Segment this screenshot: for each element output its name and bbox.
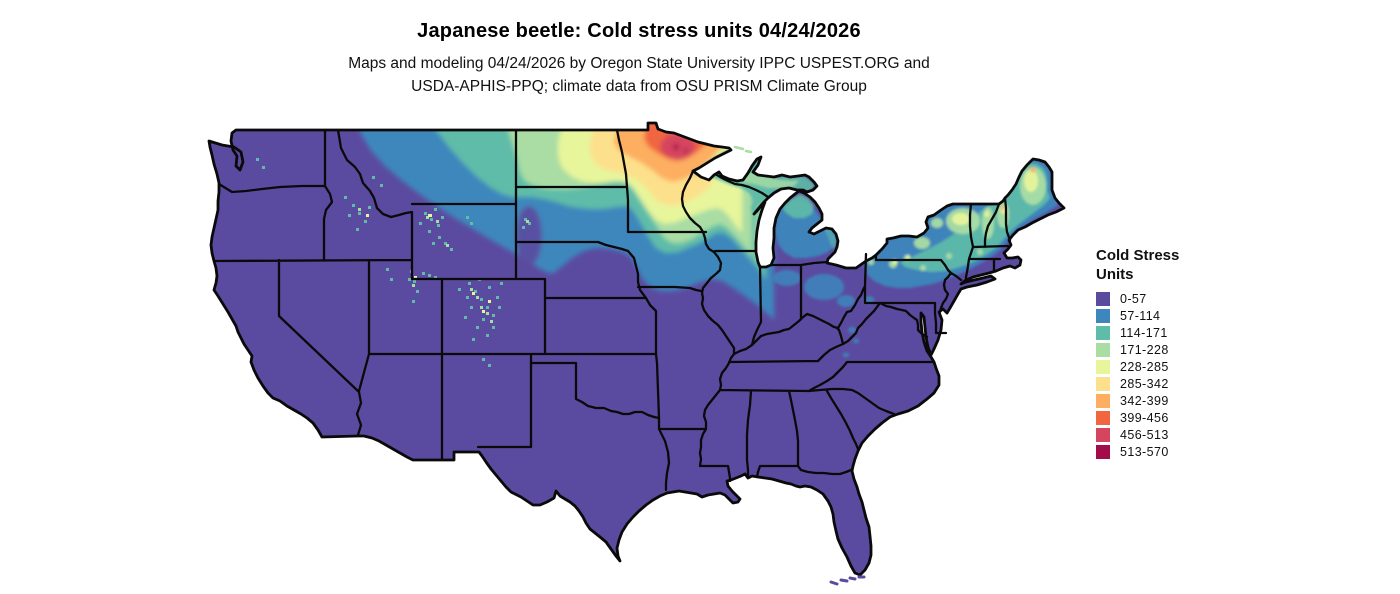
upper-peninsula-green [735,172,799,188]
legend-item: 456-513 [1096,426,1236,443]
legend-item: 57-114 [1096,307,1236,324]
legend-swatch [1096,444,1110,459]
page-title: Japanese beetle: Cold stress units 04/24… [417,20,861,42]
mountain-speckles-yellow [366,214,491,313]
legend-item-label: 456-513 [1120,427,1169,442]
legend-item-label: 228-285 [1120,359,1169,374]
header: Japanese beetle: Cold stress units 04/24… [0,0,1278,98]
legend-item: 228-285 [1096,358,1236,375]
legend-items: 0-57 57-114 114-171 171-228 228-285 285-… [1096,290,1236,460]
page-subtitle: Maps and modeling 04/24/2026 by Oregon S… [0,52,1278,98]
legend-item-label: 399-456 [1120,410,1169,425]
subtitle-line-1: Maps and modeling 04/24/2026 by Oregon S… [348,55,930,72]
legend: Cold Stress Units 0-57 57-114 114-171 17… [1096,246,1236,460]
subtitle-line-2: USDA-APHIS-PPQ; climate data from OSU PR… [411,78,867,95]
legend-item: 0-57 [1096,290,1236,307]
legend-swatch [1096,342,1110,357]
florida-keys [829,575,866,586]
legend-item: 285-342 [1096,375,1236,392]
legend-swatch [1096,291,1110,306]
legend-item-label: 513-570 [1120,444,1169,459]
sd-purple-tongue [516,206,542,266]
legend-swatch [1096,376,1110,391]
legend-swatch [1096,410,1110,425]
legend-swatch [1096,359,1110,374]
legend-item: 513-570 [1096,443,1236,460]
mountain-speckles-green [358,208,529,323]
legend-item: 114-171 [1096,324,1236,341]
legend-item: 171-228 [1096,341,1236,358]
legend-item-label: 114-171 [1120,325,1168,340]
legend-swatch [1096,393,1110,408]
legend-item: 399-456 [1096,409,1236,426]
mountain-speckles-teal [256,158,531,367]
legend-title-line-1: Cold Stress [1096,247,1180,264]
legend-item: 342-399 [1096,392,1236,409]
state-borders [212,128,1012,492]
legend-item-label: 342-399 [1120,393,1169,408]
midwest-blue-patches [760,270,874,358]
legend-title: Cold Stress Units [1096,246,1236,284]
legend-item-label: 171-228 [1120,342,1169,357]
legend-title-line-2: Units [1096,266,1134,283]
legend-swatch [1096,325,1110,340]
legend-item-label: 285-342 [1120,376,1169,391]
legend-swatch [1096,427,1110,442]
hotspot-dark-red [673,144,688,153]
legend-swatch [1096,308,1110,323]
isle-royale [733,145,753,154]
legend-item-label: 57-114 [1120,308,1161,323]
legend-item-label: 0-57 [1120,291,1147,306]
